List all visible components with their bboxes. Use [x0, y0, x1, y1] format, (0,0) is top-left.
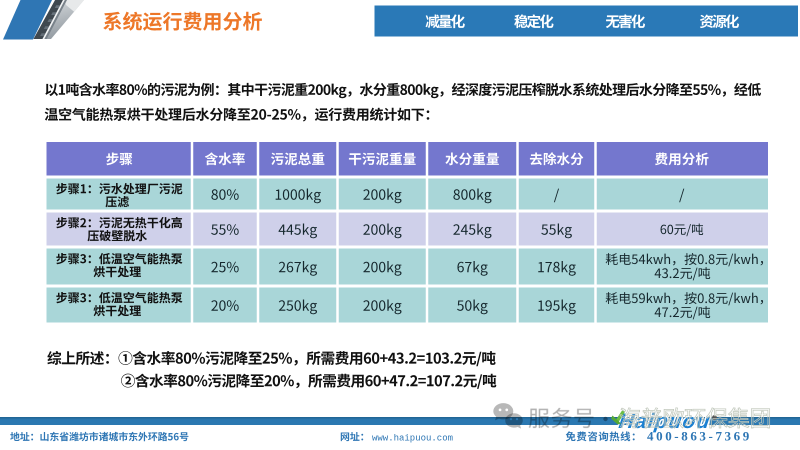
- svg-text:400-863-7369: 400-863-7369: [647, 428, 752, 443]
- svg-text:www.haipuou.com: www.haipuou.com: [372, 433, 453, 443]
